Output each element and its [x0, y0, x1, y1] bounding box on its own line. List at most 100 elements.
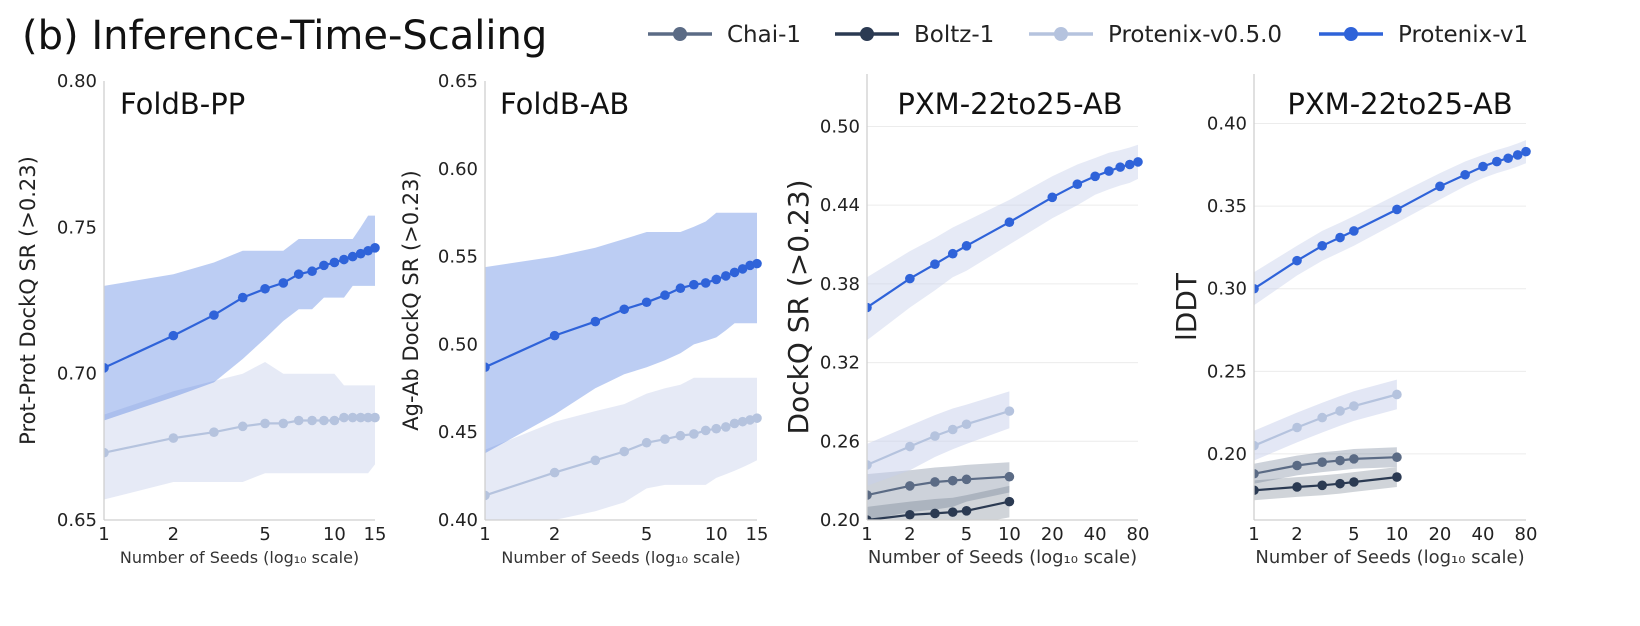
data-point — [168, 433, 179, 443]
x-tick-label: 10 — [323, 524, 346, 545]
legend: Chai-1 Boltz-1 Protenix-v0.5.0 Protenix-v1 — [648, 22, 1528, 48]
plot-area — [867, 144, 1143, 520]
data-point — [1317, 412, 1327, 423]
series-protenix-v0-5-0 — [104, 412, 380, 458]
series-line — [867, 500, 1010, 520]
data-point — [700, 278, 711, 288]
data-point — [641, 297, 652, 308]
data-point — [930, 477, 940, 487]
data-point — [660, 290, 670, 301]
data-point — [278, 278, 289, 288]
x-tick-label: 40 — [1472, 524, 1495, 545]
x-axis-label: Number of Seeds (log₁₀ scale) — [501, 548, 740, 567]
data-point — [485, 490, 490, 501]
data-point — [319, 415, 329, 426]
y-tick-label: 0.32 — [820, 353, 860, 374]
data-point — [961, 419, 972, 430]
data-point — [237, 292, 248, 303]
x-tick-label: 20 — [1041, 524, 1064, 545]
y-tick-label: 0.60 — [438, 159, 478, 180]
data-point — [737, 264, 748, 274]
data-point — [1335, 232, 1345, 243]
y-tick-label: 0.20 — [1207, 444, 1247, 465]
band-protenix-v1 — [867, 144, 1138, 341]
x-tick-label: 20 — [1428, 524, 1451, 545]
data-point — [1392, 472, 1402, 482]
legend-item-protenix-v1: Protenix-v1 — [1319, 22, 1528, 48]
panel-3: 0.20 0.26 0.32 0.38 0.44 0.50 1 2 5 10 20 40 80Numbe… — [782, 74, 1149, 568]
x-tick-label: 2 — [904, 524, 915, 545]
x-tick-label: 80 — [1515, 524, 1538, 545]
y-tick-label: 0.38 — [820, 274, 860, 295]
y-tick-label: 0.55 — [438, 247, 478, 268]
data-point — [549, 330, 560, 341]
data-point — [260, 283, 270, 294]
data-point — [700, 425, 711, 436]
x-tick-label: 5 — [961, 524, 972, 545]
series-protenix-v1 — [104, 243, 380, 373]
data-point — [689, 279, 699, 290]
data-point — [619, 446, 630, 457]
data-point — [641, 437, 652, 448]
data-point — [1104, 166, 1114, 176]
data-point — [1521, 146, 1531, 157]
data-point — [961, 474, 972, 485]
data-point — [1317, 240, 1327, 251]
y-axis-label: lDDT — [1170, 272, 1203, 341]
band-protenix-v1 — [485, 212, 757, 454]
figure-title: (b) Inference-Time-Scaling — [22, 13, 547, 59]
data-point — [1047, 192, 1058, 203]
data-point — [1090, 171, 1100, 182]
x-tick-label: 1 — [479, 524, 490, 545]
band-protenix-v1 — [104, 215, 375, 421]
x-tick-label: 2 — [1291, 524, 1302, 545]
data-point — [905, 509, 915, 520]
data-point — [209, 310, 219, 320]
y-tick-label: 0.40 — [1207, 114, 1247, 135]
series-protenix-v1 — [485, 258, 762, 373]
data-point — [721, 271, 731, 281]
data-point — [1004, 217, 1015, 228]
data-point — [905, 481, 915, 491]
data-point — [1317, 457, 1327, 467]
data-point — [1124, 159, 1135, 170]
data-point — [867, 515, 872, 520]
panel-title: FoldB-PP — [120, 87, 245, 121]
series-protenix-v0-5-0 — [1254, 389, 1402, 451]
x-tick-label: 40 — [1084, 524, 1107, 545]
data-point — [293, 269, 304, 279]
data-point — [260, 418, 270, 429]
data-point — [370, 243, 380, 253]
series-protenix-v0-5-0 — [485, 413, 762, 501]
data-point — [1254, 283, 1259, 294]
data-point — [752, 258, 762, 269]
data-point — [947, 507, 958, 517]
x-tick-label: 15 — [364, 524, 387, 545]
y-axis-label: DockQ SR (>0.23) — [782, 179, 815, 434]
data-point — [905, 441, 915, 452]
y-tick-label: 0.26 — [820, 431, 860, 452]
data-point — [1392, 452, 1402, 463]
x-tick-label: 1 — [98, 524, 109, 545]
data-point — [711, 274, 722, 285]
x-axis-label: Number of Seeds (log₁₀ scale) — [120, 548, 359, 567]
data-point — [961, 241, 972, 251]
data-point — [347, 251, 358, 262]
band-boltz-1 — [867, 485, 1010, 520]
data-point — [1004, 496, 1015, 507]
legend-marker — [1054, 27, 1068, 41]
data-point — [370, 412, 380, 423]
series-protenix-v1 — [1254, 146, 1531, 294]
x-tick-label: 5 — [641, 524, 652, 545]
data-point — [209, 427, 219, 438]
series-chai-1 — [867, 471, 1015, 500]
legend-marker — [1344, 27, 1358, 41]
data-point — [675, 430, 686, 441]
data-point — [1292, 482, 1302, 492]
y-axis-label: Ag-Ab DockQ SR (>0.23) — [399, 170, 423, 430]
data-point — [905, 273, 915, 284]
y-tick-label: 0.44 — [820, 195, 860, 216]
data-point — [339, 254, 349, 265]
data-point — [752, 413, 762, 423]
